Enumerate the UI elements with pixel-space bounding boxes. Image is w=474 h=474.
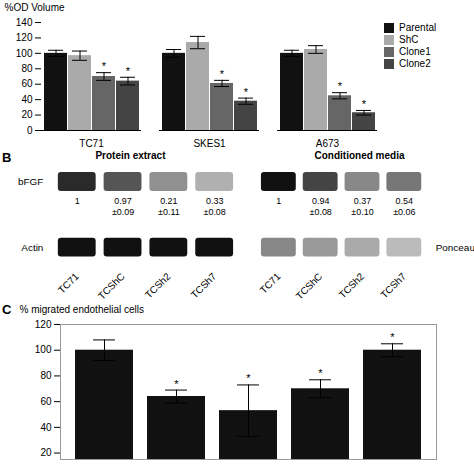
html-text:Protein extract: Protein extract: [95, 150, 166, 161]
svg-text:%OD Volume: %OD Volume: [5, 2, 65, 13]
svg-text:*: *: [390, 332, 395, 344]
svg-text:*: *: [126, 65, 131, 77]
svg-text:TCShC: TCShC: [96, 271, 127, 302]
svg-text:*: *: [244, 86, 249, 98]
svg-text:0: 0: [27, 125, 33, 136]
svg-text:1: 1: [276, 196, 281, 206]
svg-text:TCSh2: TCSh2: [336, 270, 366, 300]
html-text:B: B: [2, 150, 12, 165]
svg-text:20: 20: [21, 109, 33, 120]
svg-text:60: 60: [21, 78, 33, 89]
html-text:Clone2: Clone2: [399, 58, 431, 69]
svg-text:*: *: [338, 80, 343, 92]
html-text:Conditioned media: Conditioned media: [314, 150, 405, 161]
html-text:ShC: ShC: [399, 34, 419, 45]
svg-text:±0.10: ±0.10: [351, 207, 373, 217]
svg-text:80: 80: [21, 63, 33, 74]
svg-text:*: *: [102, 60, 107, 72]
svg-text:*: *: [220, 68, 225, 80]
svg-text:80: 80: [40, 371, 52, 382]
svg-text:0.97: 0.97: [114, 196, 131, 206]
svg-text:0.94: 0.94: [312, 196, 329, 206]
svg-text:120: 120: [35, 319, 52, 330]
svg-text:*: *: [246, 373, 251, 385]
svg-text:140: 140: [16, 17, 33, 28]
svg-text:40: 40: [40, 422, 52, 433]
svg-text:0.33: 0.33: [206, 196, 223, 206]
svg-text:TCSh7: TCSh7: [189, 270, 219, 300]
svg-text:TC71: TC71: [79, 138, 104, 149]
svg-text:0.54: 0.54: [396, 196, 413, 206]
svg-text:120: 120: [16, 32, 33, 43]
svg-text:*: *: [174, 378, 179, 390]
svg-text:% migrated endothelial cells: % migrated endothelial cells: [20, 304, 145, 315]
html-text:Clone1: Clone1: [399, 46, 431, 57]
svg-text:1: 1: [75, 196, 80, 206]
svg-text:Actin: Actin: [21, 242, 43, 253]
svg-text:±0.11: ±0.11: [158, 207, 180, 217]
svg-text:Ponceau: Ponceau: [436, 242, 474, 253]
svg-text:TCSh7: TCSh7: [378, 270, 408, 300]
svg-text:A673: A673: [316, 138, 340, 149]
svg-text:100: 100: [16, 48, 33, 59]
svg-text:±0.06: ±0.06: [393, 207, 415, 217]
html-text:Parental: Parental: [399, 22, 437, 33]
svg-text:±0.09: ±0.09: [112, 207, 134, 217]
svg-text:TCSh2: TCSh2: [143, 270, 173, 300]
svg-text:0.21: 0.21: [160, 196, 177, 206]
svg-text:*: *: [362, 98, 367, 110]
svg-text:TCShC: TCShC: [293, 271, 324, 302]
svg-text:TC71: TC71: [56, 270, 81, 295]
svg-text:20: 20: [40, 448, 52, 459]
svg-text:0.37: 0.37: [354, 196, 371, 206]
svg-text:±0.08: ±0.08: [203, 207, 225, 217]
svg-text:100: 100: [35, 345, 52, 356]
svg-text:TC71: TC71: [258, 270, 283, 295]
svg-text:*: *: [318, 368, 323, 380]
svg-text:SKES1: SKES1: [193, 138, 226, 149]
svg-text:60: 60: [40, 396, 52, 407]
svg-text:bFGF: bFGF: [18, 176, 43, 187]
html-text:C: C: [2, 302, 12, 318]
svg-text:±0.08: ±0.08: [309, 207, 331, 217]
svg-text:40: 40: [21, 94, 33, 105]
